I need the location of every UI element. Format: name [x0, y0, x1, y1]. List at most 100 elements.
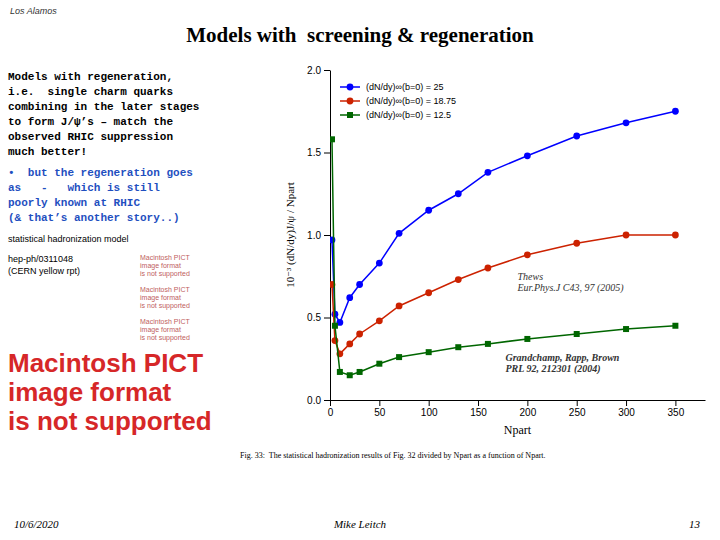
series-marker — [376, 361, 382, 367]
annotation: as - which is still — [8, 182, 160, 194]
series-marker — [672, 108, 679, 115]
x-axis-tick-label: 250 — [569, 407, 586, 418]
x-axis-tick: 250 — [569, 400, 586, 418]
series-marker — [524, 152, 531, 159]
series-line — [332, 111, 675, 322]
x-axis-tick-mark — [675, 400, 676, 406]
annotation: ThewsEur.Phys.J C43, 97 (2005) — [517, 271, 625, 294]
series-marker — [623, 119, 630, 126]
x-axis-tick: 0 — [328, 400, 334, 418]
x-axis-tick-label: 0 — [328, 407, 334, 418]
series-marker — [332, 323, 338, 329]
y-axis-tick: 0.0 — [307, 395, 330, 406]
series-marker — [672, 323, 678, 329]
series-marker — [330, 136, 335, 142]
chart-canvas: Models with screening & regeneration 0 50 1… — [0, 0, 720, 540]
y-axis: 0.0 0.5 1.0 1.5 2.0 — [307, 65, 330, 406]
series-marker — [485, 341, 491, 347]
y-axis-tick: 0.5 — [307, 312, 330, 323]
x-axis-tick-mark — [429, 400, 430, 406]
x-axis-tick: 100 — [421, 400, 438, 418]
series-marker — [356, 281, 363, 288]
series-marker — [337, 369, 343, 375]
annotation: much better! — [8, 146, 87, 158]
series-marker — [425, 289, 432, 296]
y-axis-tick: 2.0 — [307, 65, 330, 76]
series-marker — [524, 251, 531, 258]
y-axis-title: 10⁻³ (dN/dy)J/ψ / Npart — [284, 182, 297, 288]
y-axis-tick: 1.5 — [307, 147, 330, 158]
series-marker — [356, 331, 363, 338]
annotation: Models with regeneration, — [8, 71, 173, 83]
legend-marker — [347, 98, 354, 105]
legend: (dN/dy)∞(b=0) = 25(dN/dy)∞(b=0) = 18.75(… — [340, 82, 456, 120]
series-marker — [485, 169, 492, 176]
annotation: hep-ph/0311048(CERN yellow rpt) — [8, 254, 80, 276]
legend-marker — [347, 112, 353, 118]
series-marker — [376, 260, 383, 267]
y-axis-tick-mark — [324, 318, 330, 319]
series-marker — [672, 232, 679, 239]
annotation: Macintosh PICTimage formatis not support… — [8, 348, 212, 436]
annotation: Macintosh PICTimage formatis not support… — [140, 318, 191, 342]
x-axis-tick-mark — [478, 400, 479, 406]
x-axis-tick: 150 — [470, 400, 487, 418]
x-axis-tick: 300 — [618, 400, 635, 418]
series-marker — [396, 303, 403, 310]
annotation: to form J/ψ’s – match the — [8, 116, 173, 128]
series-marker — [455, 344, 461, 350]
legend-label: (dN/dy)∞(b=0) = 18.75 — [366, 96, 456, 106]
x-axis-tick-mark — [330, 400, 331, 406]
legend-label: (dN/dy)∞(b=0) = 25 — [366, 82, 443, 92]
series-marker — [623, 232, 630, 239]
series-marker — [455, 190, 462, 197]
x-axis-tick-mark — [577, 400, 578, 406]
series-marker — [347, 372, 353, 378]
series-marker — [330, 237, 335, 244]
y-axis-tick-label: 1.0 — [307, 230, 321, 241]
series-marker — [425, 207, 432, 214]
y-axis-line — [330, 71, 331, 401]
annotation: Macintosh PICTimage formatis not support… — [140, 286, 191, 310]
x-axis-tick: 350 — [668, 400, 685, 418]
annotation: poorly known at RHIC — [8, 197, 140, 209]
y-axis-tick-label: 2.0 — [307, 65, 321, 76]
annotation: Macintosh PICTimage formatis not support… — [140, 254, 191, 278]
x-axis-tick: 50 — [374, 400, 386, 418]
y-axis-tick-label: 1.5 — [307, 147, 321, 158]
series-marker — [623, 326, 629, 332]
series-marker — [346, 341, 353, 348]
series-marker — [346, 294, 353, 301]
y-axis-tick-mark — [324, 153, 330, 154]
x-axis-title: Npart — [504, 423, 532, 437]
plot-marks — [330, 108, 679, 378]
y-axis-tick-mark — [324, 400, 330, 401]
x-axis-tick-mark — [379, 400, 380, 406]
series-marker — [573, 133, 580, 140]
series-marker — [396, 230, 403, 237]
series-marker — [524, 336, 530, 342]
y-axis-tick-mark — [324, 235, 330, 236]
x-axis-tick-label: 50 — [374, 407, 386, 418]
annotation: Mike Leitch — [333, 518, 387, 530]
series-line — [332, 235, 675, 354]
x-axis-tick-label: 200 — [520, 407, 537, 418]
annotation: observed RHIC suppression — [8, 131, 173, 143]
x-axis-tick-label: 150 — [470, 407, 487, 418]
legend-marker — [347, 84, 354, 91]
annotation: (& that’s another story..) — [8, 212, 180, 224]
series-marker — [485, 265, 492, 272]
x-axis-tick: 200 — [520, 400, 537, 418]
title: Models with screening & regeneration — [186, 23, 534, 47]
series-marker — [455, 276, 462, 283]
x-axis-tick-mark — [527, 400, 528, 406]
series-marker — [426, 349, 432, 355]
annotation: 13 — [689, 518, 701, 530]
y-axis-tick-label: 0.5 — [307, 312, 321, 323]
annotation: i.e. single charm quarks — [8, 86, 173, 98]
series-line — [332, 139, 675, 375]
annotation: Grandchamp, Rapp, BrownPRL 92, 212301 (2… — [506, 352, 620, 375]
annotations: Los AlamosModels with regeneration,i.e. … — [8, 6, 701, 530]
x-axis-tick-label: 350 — [668, 407, 685, 418]
x-axis-line — [331, 400, 706, 401]
